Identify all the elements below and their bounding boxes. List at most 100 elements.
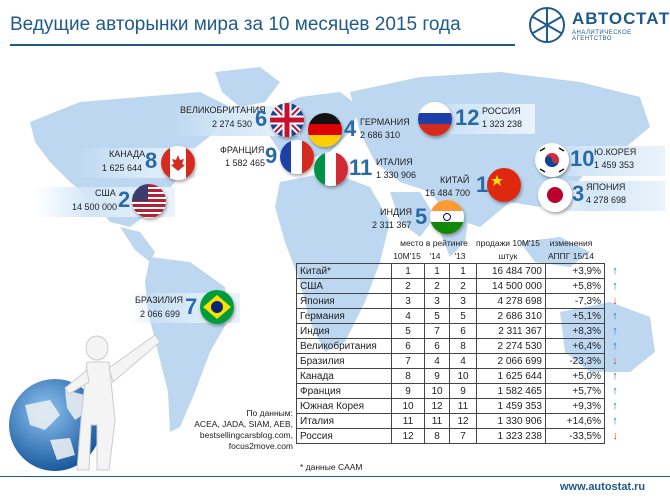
table-cell-country: Канада	[296, 368, 392, 384]
table-cell-sales: 2 686 310	[476, 308, 546, 324]
map-label-france-name: ФРАНЦИЯ	[220, 145, 265, 155]
arrow-up-icon: ↑	[612, 310, 618, 322]
map-label-usa-sales: 14 500 000	[72, 202, 118, 212]
table-cell-sales: 1 323 238	[476, 428, 546, 444]
table-cell-rank-13: 11	[449, 398, 477, 414]
map-label-china-rank: 1	[476, 172, 489, 197]
table-cell-rank-14: 10	[424, 383, 450, 399]
source-line: focus2move.com	[228, 441, 293, 451]
map-label-korea-sales: 1 459 353	[594, 160, 635, 170]
flag-italy-icon	[314, 152, 348, 186]
header-sales-unit: штук	[498, 251, 518, 261]
table-cell-rank-14: 6	[424, 338, 450, 354]
table-cell-rank-14: 2	[424, 278, 450, 294]
map-label-india-name: ИНДИЯ	[380, 207, 413, 217]
map-label-china-name: КИТАЙ	[440, 175, 470, 185]
table-cell-rank-14: 9	[424, 368, 450, 384]
arrow-up-icon: ↑	[612, 400, 618, 412]
table-cell-rank-13: 10	[449, 368, 477, 384]
arrow-up-icon: ↑	[612, 280, 618, 292]
table-cell-rank-15: 3	[391, 293, 425, 309]
table-cell-change: -23,3%	[545, 353, 605, 369]
table-cell-rank-14: 7	[424, 323, 450, 339]
table-cell-sales: 14 500 000	[476, 278, 546, 294]
table-cell-rank-13: 6	[449, 323, 477, 339]
map-label-italy-sales: 1 330 906	[376, 170, 417, 180]
globe-figure-illustration	[9, 334, 161, 471]
table-row: Бразилия 7 4 4 2 066 699 -23,3% ↓	[296, 353, 626, 369]
flag-brazil-icon	[200, 290, 234, 324]
table-row: Германия 4 5 5 2 686 310 +5,1% ↑	[296, 308, 626, 324]
map-label-usa-name: США	[95, 188, 116, 198]
map-label-canada-sales: 1 625 644	[102, 163, 143, 173]
table-cell-change: +3,9%	[545, 263, 605, 279]
table-cell-rank-14: 12	[424, 398, 450, 414]
table-cell-country: Франция	[296, 383, 392, 399]
map-label-japan-name: ЯПОНИЯ	[586, 182, 626, 192]
table-row: Канада 8 9 10 1 625 644 +5,0% ↑	[296, 368, 626, 384]
flag-russia-icon	[418, 102, 452, 136]
map-label-italy-name: ИТАЛИЯ	[376, 157, 413, 167]
table-cell-rank-13: 9	[449, 383, 477, 399]
header-rank-14: '14	[429, 251, 441, 261]
table-row: Япония 3 3 3 4 278 698 -7,3% ↓	[296, 293, 626, 309]
arrow-down-icon: ↓	[612, 430, 619, 442]
map-label-uk-name: ВЕЛИКОБРИТАНИЯ	[180, 105, 266, 115]
header-rank-10m15: 10М'15	[393, 251, 421, 261]
table-cell-change: +5,1%	[545, 308, 605, 324]
map-label-russia-name: РОССИЯ	[482, 106, 521, 116]
table-cell-change: +5,7%	[545, 383, 605, 399]
footer-url[interactable]: www.autostat.ru	[560, 481, 646, 493]
table-row: США 2 2 2 14 500 000 +5,8% ↑	[296, 278, 626, 294]
brand-logo: АВТОСТАТ АНАЛИТИЧЕСКОЕ АГЕНТСТВО	[524, 4, 669, 46]
map-label-italy-rank: 11	[349, 155, 373, 180]
flag-india-icon	[430, 200, 464, 234]
table-row: Индия 5 7 6 2 311 367 +8,3% ↑	[296, 323, 626, 339]
table-cell-sales: 16 484 700	[476, 263, 546, 279]
map-label-france-rank: 9	[265, 143, 278, 168]
flag-canada-icon	[161, 146, 195, 180]
table-cell-rank-15: 6	[391, 338, 425, 354]
map-label-japan-sales: 4 278 698	[586, 195, 627, 205]
logo-name: АВТОСТАТ	[572, 9, 670, 28]
table-cell-country: Южная Корея	[296, 398, 392, 414]
table-cell-rank-15: 1	[391, 263, 425, 279]
arrow-up-icon: ↑	[612, 415, 618, 427]
table-cell-country: Индия	[296, 323, 392, 339]
table-cell-change: -33,5%	[545, 428, 605, 444]
source-line: bestsellingcarsblog.com,	[199, 430, 293, 440]
logo-subtitle: АНАЛИТИЧЕСКОЕ АГЕНТСТВО	[572, 30, 632, 42]
table-cell-sales: 1 459 353	[476, 398, 546, 414]
table-cell-change: +5,8%	[545, 278, 605, 294]
flag-germany-icon	[308, 113, 342, 147]
snowflake-logo-icon	[529, 7, 565, 43]
table-cell-rank-15: 2	[391, 278, 425, 294]
table-row: Франция 9 10 9 1 582 465 +5,7% ↑	[296, 383, 626, 399]
header-change: изменения	[549, 238, 593, 248]
map-label-germany-rank: 4	[344, 116, 357, 141]
table-cell-sales: 1 625 644	[476, 368, 546, 384]
map-label-korea-rank: 10	[570, 146, 595, 171]
table-row: Россия 12 8 7 1 323 238 -33,5% ↓	[296, 428, 626, 444]
table-cell-rank-15: 9	[391, 383, 425, 399]
header-rank-13: '13	[454, 251, 466, 261]
table-cell-rank-13: 3	[449, 293, 477, 309]
title-underline	[10, 44, 515, 46]
map-label-france-sales: 1 582 465	[225, 158, 266, 168]
map-label-brazil-sales: 2 066 699	[140, 309, 181, 319]
table-row: Италия 11 11 12 1 330 906 +14,6% ↑	[296, 413, 626, 429]
table-cell-rank-15: 4	[391, 308, 425, 324]
header-change-unit: АППГ 15/14	[547, 251, 595, 261]
table-cell-rank-15: 12	[391, 428, 425, 444]
source-note: По данным: ACEA, JADA, SIAM, AEB, bestse…	[185, 408, 293, 452]
table-cell-rank-14: 11	[424, 413, 450, 429]
map-label-germany-name: ГЕРМАНИЯ	[360, 117, 410, 127]
table-cell-country: Германия	[296, 308, 392, 324]
table-cell-change: -7,3%	[545, 293, 605, 309]
arrow-up-icon: ↑	[612, 340, 618, 352]
table-cell-country: Бразилия	[296, 353, 392, 369]
table-row: Великобритания 6 6 8 2 274 530 +6,4% ↑	[296, 338, 626, 354]
table-cell-rank-13: 7	[449, 428, 477, 444]
map-label-china-sales: 16 484 700	[425, 188, 471, 198]
table-cell-rank-14: 8	[424, 428, 450, 444]
